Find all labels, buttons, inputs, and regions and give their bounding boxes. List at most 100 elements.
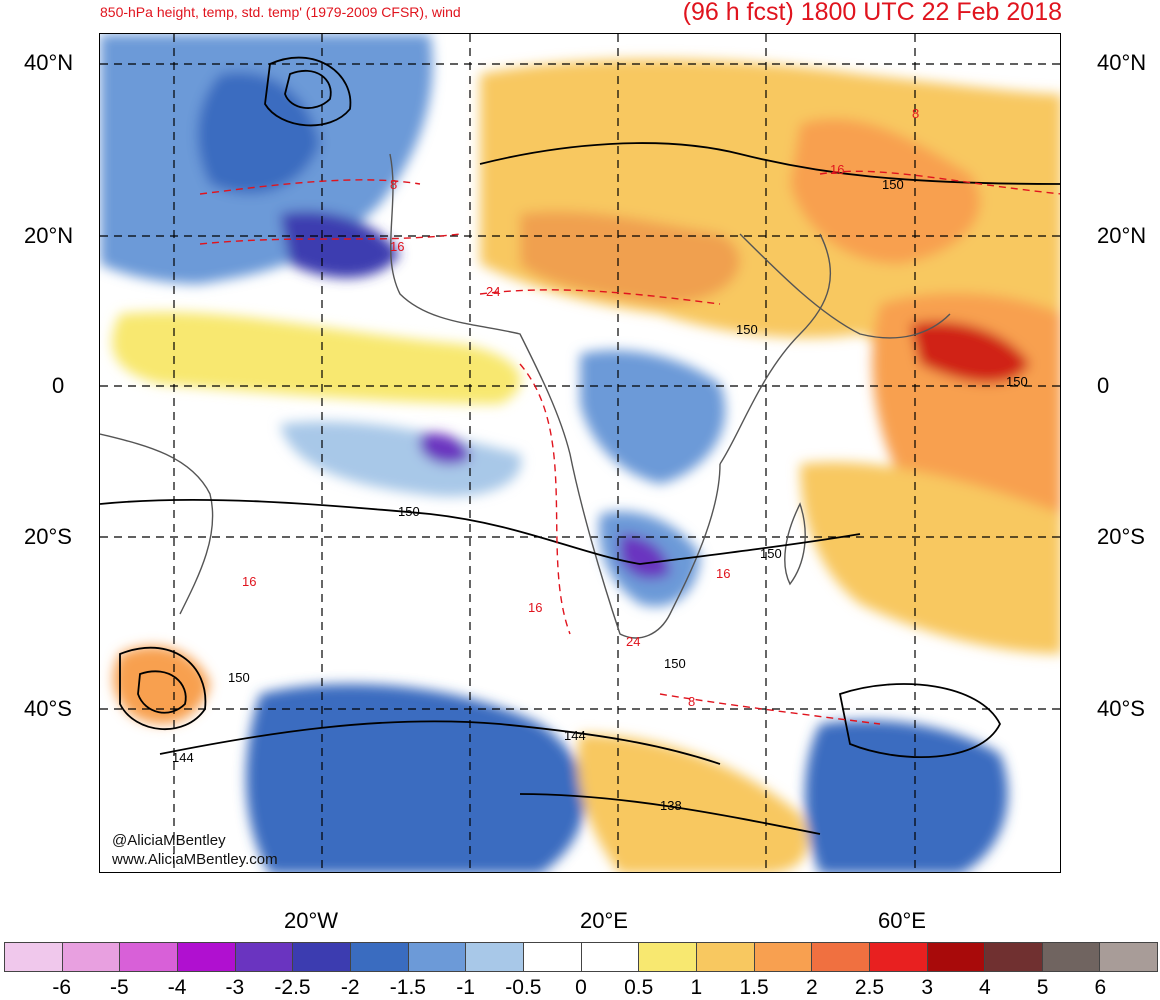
height-contours	[100, 56, 1060, 835]
colorbar-swatch	[1100, 943, 1158, 971]
cold-core-southern-africa	[620, 534, 670, 579]
title-right: (96 h fcst) 1800 UTC 22 Feb 2018	[682, 0, 1062, 26]
warm-band-tropical-atlantic	[112, 311, 521, 404]
temp-label-3: 16	[830, 162, 844, 177]
credit-url: www.AliciaMBentley.com	[112, 851, 278, 868]
lat-label-20n-right: 20°N	[1097, 223, 1147, 248]
height-label-7: 144	[172, 750, 194, 765]
contour-labels: 150 150 150 150 150 150 150 144 144 138 …	[172, 106, 1028, 813]
colorbar-tick-label: -6	[52, 976, 72, 999]
height-contour-144	[159, 720, 721, 765]
height-label-5: 150	[228, 670, 250, 685]
colorbar-swatch	[812, 943, 870, 971]
cold-region-central-africa	[580, 350, 726, 484]
credit-handle: @AliciaMBentley	[112, 832, 226, 849]
colorbar-swatch	[120, 943, 178, 971]
cold-band-west-africa	[280, 211, 400, 278]
colorbar-tick-label: -2	[340, 976, 360, 999]
cold-core-north-atlantic	[197, 72, 320, 194]
lat-label-20s-left: 20°S	[24, 524, 72, 549]
height-contour-south-atlantic-low-2	[119, 646, 207, 731]
colorbar-tick-label: 3	[921, 976, 934, 999]
colorbar-tick-label: -2.5	[274, 976, 311, 999]
warm-region-sahara-core	[520, 211, 740, 304]
colorbar-swatch	[62, 943, 121, 971]
colorbar-tick-label: 1.5	[739, 976, 769, 999]
temp-contour-24-sahel	[479, 289, 721, 305]
colorbar-swatch	[869, 943, 928, 971]
colorbar-swatch	[466, 943, 524, 971]
temp-contour-8-south	[659, 693, 881, 725]
colorbar-tick-label: 6	[1094, 976, 1107, 999]
lon-label-20e: 20°E	[580, 908, 628, 933]
colorbar-swatch	[350, 943, 409, 971]
colorbar-swatch	[177, 943, 236, 971]
temp-contour-16-north	[199, 233, 461, 245]
colorbar-swatch	[293, 943, 351, 971]
temp-label-5: 16	[528, 600, 542, 615]
temp-label-7: 8	[688, 694, 695, 709]
colorbar-swatch	[754, 943, 813, 971]
colorbar-swatch	[1042, 943, 1101, 971]
temp-label-2: 24	[486, 284, 500, 299]
temp-label-9: 16	[716, 566, 730, 581]
colorbar-tick-label: -4	[167, 976, 187, 999]
coast-africa-west	[389, 153, 721, 639]
colorbar	[4, 942, 1158, 972]
colorbar-swatch	[408, 943, 467, 971]
title-left: 850-hPa height, temp, std. temp' (1979-2…	[100, 4, 461, 20]
colorbar-tick-label: 2.5	[854, 976, 885, 999]
lat-label-20s-right: 20°S	[1097, 524, 1145, 549]
temp-label-1: 16	[390, 239, 404, 254]
height-label-4: 150	[760, 546, 782, 561]
hot-core-arabian-sea	[910, 321, 1030, 383]
height-label-2: 150	[1006, 374, 1028, 389]
height-label-1: 150	[736, 322, 758, 337]
cold-core-south-atlantic	[420, 433, 470, 465]
height-contour-138	[519, 793, 821, 835]
warm-region-arabia	[790, 118, 981, 265]
temp-contour-16-africa	[519, 363, 571, 635]
height-contour-east-ring	[838, 683, 1002, 759]
lat-label-40n-right: 40°N	[1097, 50, 1147, 75]
temp-label-8: 8	[912, 106, 919, 121]
colorbar-swatch	[5, 943, 63, 971]
colorbar-tick-label: -0.5	[505, 976, 542, 999]
colorbar-tick-label: 0.5	[624, 976, 654, 999]
cold-band-south-atlantic	[280, 421, 522, 497]
coast-south-america	[100, 433, 214, 615]
temp-contour-16-indian	[819, 170, 1060, 195]
height-label-8: 144	[564, 728, 586, 743]
height-label-6: 150	[664, 656, 686, 671]
lon-label-60e: 60°E	[878, 908, 926, 933]
lon-label-20w: 20°W	[284, 908, 339, 933]
height-label-0: 150	[882, 177, 904, 192]
colorbar-swatch	[639, 943, 697, 971]
height-contour-150-north	[479, 142, 1060, 185]
lat-label-40s-right: 40°S	[1097, 696, 1145, 721]
lat-label-0-left: 0	[52, 373, 65, 398]
lat-label-40s-left: 40°S	[24, 696, 72, 721]
height-contour-north-atlantic-low	[284, 69, 332, 109]
colorbar-swatch	[696, 943, 755, 971]
colorbar-tick-label: -5	[110, 976, 129, 999]
colorbar-tick-label: -1	[456, 976, 475, 999]
warm-band-southern-ocean	[577, 734, 808, 872]
coast-africa-east	[719, 233, 832, 465]
map-panel: 150 150 150 150 150 150 150 144 144 138 …	[99, 33, 1061, 873]
temperature-contours	[199, 170, 1060, 725]
lat-label-20n-left: 20°N	[24, 223, 74, 248]
colorbar-swatch	[927, 943, 986, 971]
coastlines	[100, 153, 951, 639]
cold-region-southern-ocean-west	[246, 684, 585, 872]
colorbar-swatch	[523, 943, 582, 971]
height-contour-150-tropics	[100, 498, 861, 565]
colorbar-tick-label: -1.5	[389, 976, 426, 999]
lat-label-40n-left: 40°N	[24, 50, 74, 75]
graticule	[100, 34, 1060, 872]
cold-region-southern-ocean-east	[805, 720, 1008, 872]
colorbar-swatch	[235, 943, 294, 971]
colorbar-swatch	[581, 943, 640, 971]
coast-madagascar	[784, 502, 806, 586]
warm-region-indian-ocean	[800, 462, 1060, 654]
